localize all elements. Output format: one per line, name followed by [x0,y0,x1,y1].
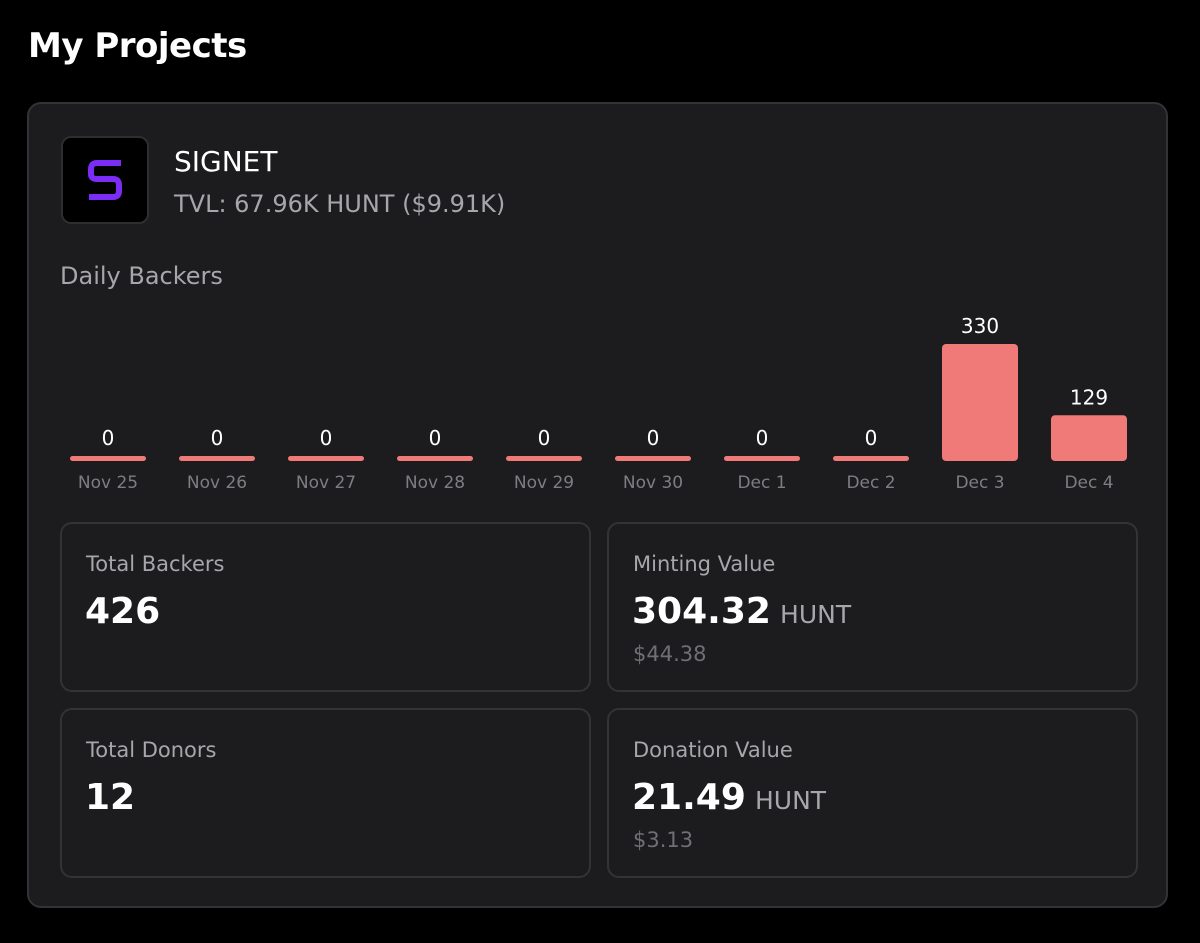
bar-value-label: 0 [102,426,115,450]
bar-value-label: 0 [865,426,878,450]
donation-value-label: Donation Value [633,738,793,762]
total-donors-value: 12 [85,777,136,818]
bar-nov-25 [70,456,146,461]
bar-value-label: 129 [1070,385,1108,409]
project-name: SIGNET [174,145,278,178]
bar-nov-28 [397,456,473,461]
donation-value-card: Donation Value 21.49 HUNT $3.13 [607,708,1138,878]
x-tick-label: Nov 29 [514,473,574,493]
bar-value-label: 330 [961,314,999,338]
page-title: My Projects [28,26,247,66]
bar-value-label: 0 [211,426,224,450]
x-tick-label: Nov 25 [78,473,138,493]
daily-backers-label: Daily Backers [60,262,223,290]
total-backers-card: Total Backers 426 [60,522,591,692]
minting-value-unit: HUNT [780,600,852,629]
total-backers-label: Total Backers [86,552,225,576]
bar-value-label: 0 [320,426,333,450]
donation-value-usd: $3.13 [633,828,694,852]
x-tick-label: Nov 30 [623,473,683,493]
donation-value-unit: HUNT [754,786,827,815]
project-tvl: TVL: 67.96K HUNT ($9.91K) [174,190,506,218]
total-donors-card: Total Donors 12 [60,708,591,878]
bar-nov-27 [288,456,364,461]
signet-s-logo-icon [88,160,122,200]
x-tick-label: Dec 4 [1064,473,1113,493]
x-tick-label: Dec 1 [737,473,786,493]
minting-value-usd: $44.38 [633,642,707,666]
bar-dec-3 [942,344,1018,461]
x-tick-label: Dec 3 [955,473,1004,493]
minting-value-label: Minting Value [633,552,776,576]
bar-value-label: 0 [538,426,551,450]
x-tick-label: Dec 2 [846,473,895,493]
minting-value-card: Minting Value 304.32 HUNT $44.38 [607,522,1138,692]
minting-value-amount: 304.32 [632,591,771,632]
bar-nov-30 [615,456,691,461]
bar-nov-29 [506,456,582,461]
bar-dec-2 [833,456,909,461]
project-card[interactable]: SIGNET TVL: 67.96K HUNT ($9.91K) Daily B… [27,102,1168,908]
bar-nov-26 [179,456,255,461]
bar-dec-4 [1051,415,1127,461]
x-tick-label: Nov 28 [405,473,465,493]
total-donors-label: Total Donors [86,738,217,762]
bar-value-label: 0 [429,426,442,450]
total-backers-value: 426 [85,591,161,632]
bar-value-label: 0 [756,426,769,450]
daily-backers-chart: 0 Nov 25 0 Nov 26 0 Nov 27 0 Nov 28 0 Nov 29 0 Nov … [70,314,1127,493]
bar-value-label: 0 [647,426,660,450]
bar-dec-1 [724,456,800,461]
x-tick-label: Nov 26 [187,473,247,493]
donation-value-amount: 21.49 [632,777,746,818]
project-logo [61,136,149,224]
x-tick-label: Nov 27 [296,473,356,493]
